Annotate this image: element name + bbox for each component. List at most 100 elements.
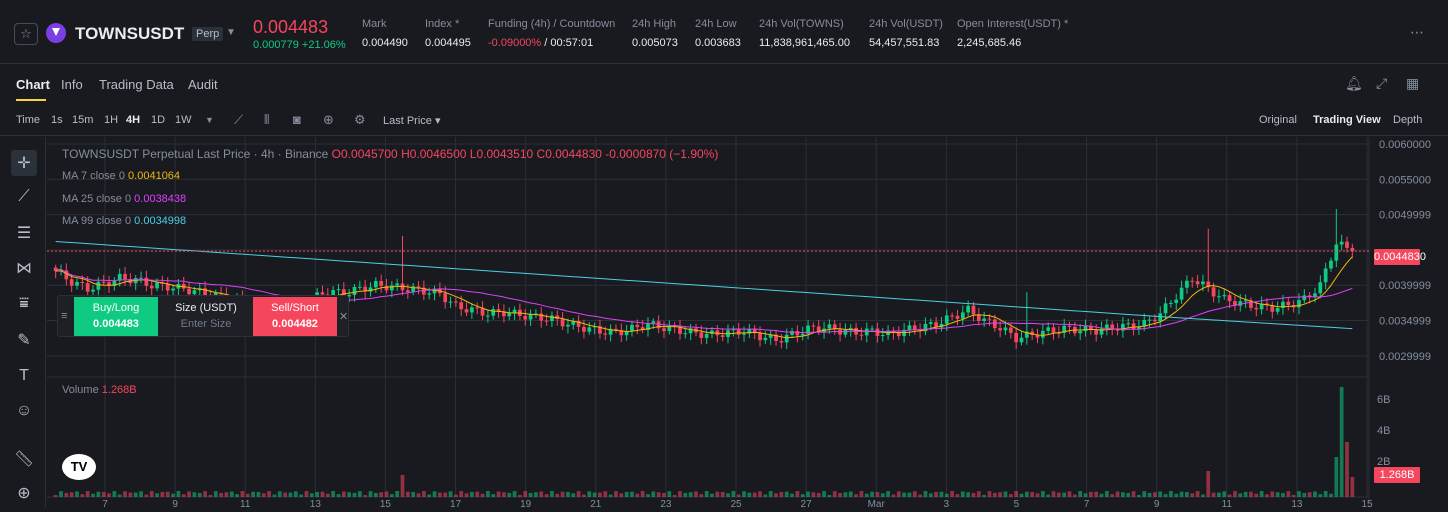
emoji-icon[interactable]: ☺ [15,402,33,419]
volume-bar [960,491,965,497]
volume-bar [694,491,698,497]
volume-bar [838,492,842,497]
candle-body [475,307,480,309]
bell-icon[interactable]: 🔔︎ [1345,75,1363,91]
candle-body [763,337,768,341]
volume-bar [640,491,645,497]
interval-1w[interactable]: 1W [175,114,192,126]
crosshair-icon[interactable]: ✛ [11,150,37,176]
tab-trading-data[interactable]: Trading Data [99,77,174,92]
pattern-icon[interactable]: ⋈ [16,260,32,277]
volume-bar [758,491,762,497]
volume-bar [91,493,95,497]
volume-bar [1003,491,1008,497]
stat-index[interactable]: Index * 0.004495 [425,18,471,49]
active-tab-indicator [16,99,46,101]
more-dots-icon[interactable]: ⋯ [1410,24,1424,40]
size-input[interactable]: Size (USDT) Enter Size [175,302,237,330]
candle-body [69,279,74,286]
candle-body [667,325,672,332]
tab-info[interactable]: Info [61,77,83,92]
volume-bar [816,492,821,497]
interval-dropdown-icon[interactable]: ▼ [205,115,214,125]
candle-body [768,334,773,338]
candle-body [491,309,496,316]
view-depth[interactable]: Depth [1393,114,1423,126]
brush-icon[interactable]: ✎ [17,332,31,349]
buy-long-button[interactable]: Buy/Long 0.004483 [74,297,158,336]
fib-icon[interactable]: ⩸ [19,295,29,312]
volume-bar [1329,493,1333,497]
favorite-star-icon[interactable]: ☆ [14,23,38,45]
volume-bar [309,493,314,497]
ruler-icon[interactable]: 📏︎ [13,451,35,468]
volume-bar [245,493,250,497]
volume-bar [373,492,378,497]
candle-body [1115,329,1120,331]
candle-body [742,333,746,335]
settings-icon[interactable]: ⚙ [354,112,366,127]
price-type-select[interactable]: Last Price ▾ [383,115,441,127]
chart-type-icon[interactable]: ⫴ [264,112,270,127]
candle-body [165,283,170,291]
symbol-name[interactable]: TOWNSUSDT [75,24,185,43]
sell-short-button[interactable]: Sell/Short 0.004482 [253,297,337,336]
layout-grid-icon[interactable]: ▦ [1406,75,1420,91]
candle-body [1259,303,1264,310]
interval-1h[interactable]: 1H [104,114,119,126]
candle-body [139,277,143,279]
candle-body [123,273,127,280]
volume-bar [486,491,490,497]
tab-audit[interactable]: Audit [188,77,218,92]
volume-bar [1291,494,1296,497]
candle-body [502,311,506,317]
volume-bar [1307,492,1312,497]
candle-body [1131,323,1136,329]
volume-bar [1040,491,1045,497]
candle-body [1190,280,1195,282]
fullscreen-icon[interactable]: ⤢ [1376,75,1388,91]
trend-line-icon[interactable]: ⟋ [18,188,30,205]
volume-bar [1131,491,1136,497]
view-original[interactable]: Original [1259,114,1297,126]
symbol-dropdown-icon[interactable]: ▼ [226,27,236,38]
volume-bar [1110,494,1115,497]
interval-1s[interactable]: 1s [51,114,63,126]
ma99-line [55,240,1353,330]
text-tool-icon[interactable]: T [19,367,29,384]
price-axis-label: 0.0029999 [1379,351,1431,363]
volume-bar [731,491,736,497]
tab-chart[interactable]: Chart [16,77,50,92]
interval-4h[interactable]: 4H [126,114,141,126]
interval-1d[interactable]: 1D [151,114,166,126]
candle-body [507,313,512,317]
view-trading-view[interactable]: Trading View [1313,114,1381,126]
volume-bar [1067,491,1072,497]
drag-handle-icon[interactable]: ≡ [61,310,68,322]
stat-open-interest[interactable]: Open Interest(USDT) * 2,245,685.46 [957,18,1069,49]
volume-bar [213,491,218,497]
candle-body [539,313,544,321]
volume-bar [544,494,549,497]
add-indicator-icon[interactable]: ⊕ [323,112,334,127]
volume-bar [1121,492,1125,497]
candle-body [363,286,368,292]
horizontal-lines-icon[interactable]: ☰ [16,225,32,242]
time-axis-label: 7 [102,499,108,507]
indicators-icon[interactable]: ⟋ [234,112,244,127]
volume-bar [219,492,223,497]
candle-body [1169,302,1173,304]
time-axis-label: 7 [1084,499,1090,507]
candle-body [1040,330,1045,338]
volume-bar [1115,491,1120,497]
candle-body [1201,281,1205,285]
camera-icon[interactable]: ◙ [293,112,301,127]
volume-bar [69,492,74,497]
close-icon[interactable]: ✕ [339,311,349,323]
volume-bar [656,492,661,497]
zoom-in-icon[interactable]: ⊕ [17,485,31,502]
candle-body [432,288,437,294]
candle-body [528,314,533,320]
interval-15m[interactable]: 15m [72,114,94,126]
volume-bar [1345,442,1349,497]
